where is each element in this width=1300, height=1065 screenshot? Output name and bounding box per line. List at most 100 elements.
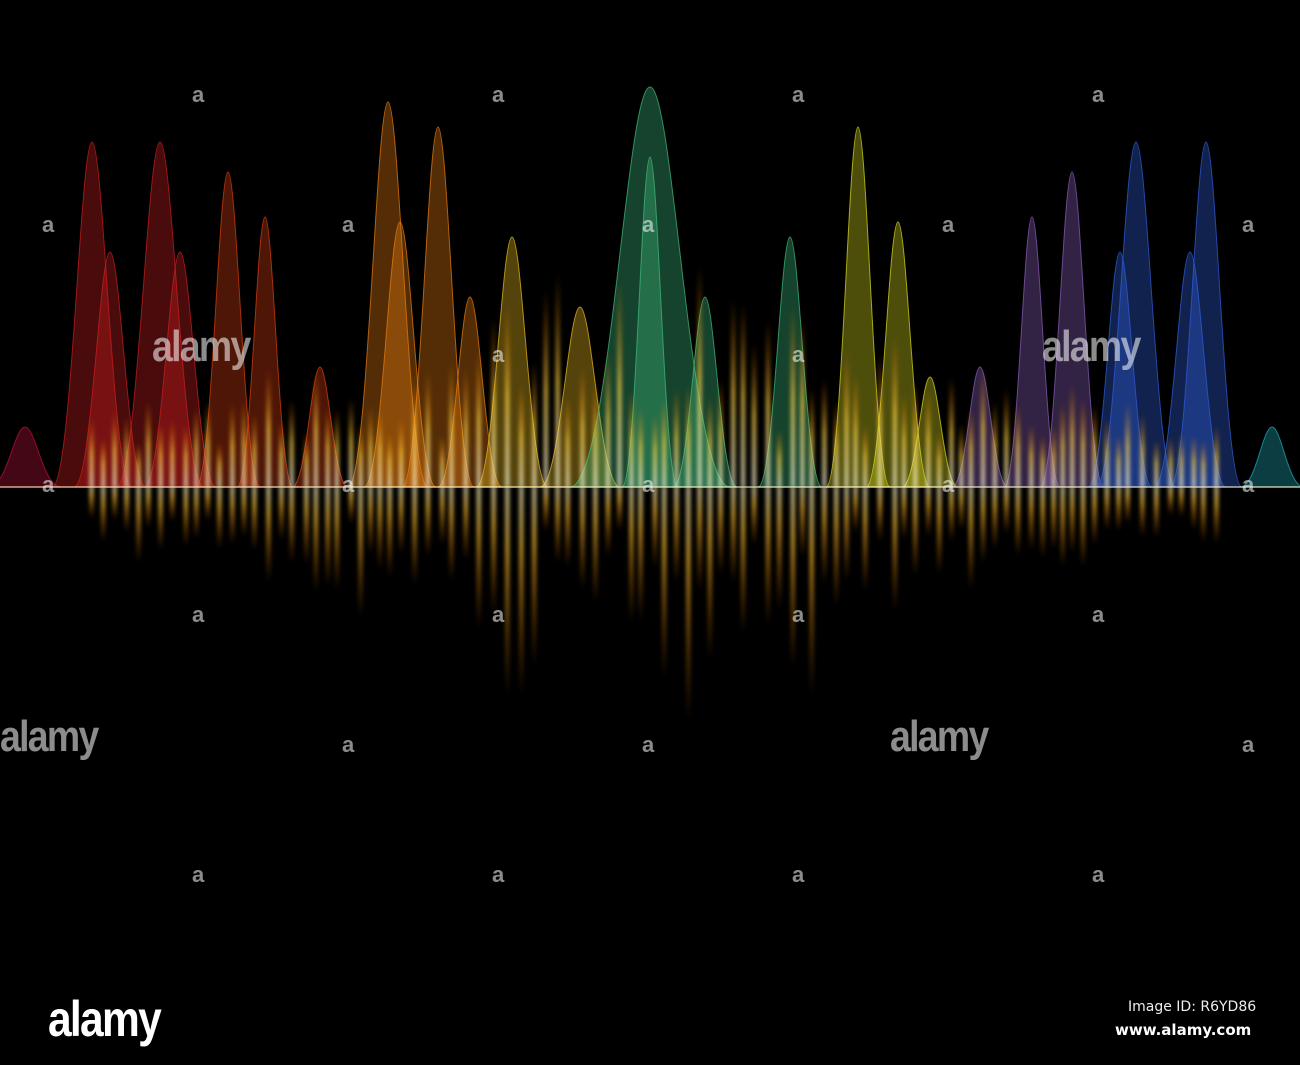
- spectrum-spike: [752, 343, 756, 487]
- reflection-streak: [698, 487, 702, 592]
- spectrum-spike: [902, 394, 906, 487]
- spectrum-spike: [113, 412, 117, 487]
- reflection-streak: [399, 487, 403, 554]
- spectrum-spike: [1192, 435, 1196, 487]
- reflection-streak: [800, 487, 804, 557]
- site-url: www.alamy.com: [1115, 1021, 1252, 1039]
- reflection-streak: [125, 487, 129, 532]
- spectrum-peak: [1095, 141, 1177, 488]
- reflection-streak: [279, 487, 283, 540]
- spectrum-spike: [1105, 419, 1109, 487]
- spectrum-spike: [777, 429, 781, 487]
- spectrum-spike: [662, 397, 666, 487]
- spectrum-spike: [477, 350, 481, 487]
- reflection-streak: [1016, 487, 1020, 556]
- spectrum-peak: [236, 216, 294, 488]
- reflection-streak: [1140, 487, 1144, 537]
- reflection-streak: [617, 487, 621, 531]
- reflection-streak: [926, 487, 930, 537]
- reflection-streak: [810, 487, 814, 695]
- spectrum-spike: [822, 379, 826, 487]
- spectrum-spike: [766, 320, 770, 487]
- spectrum-peak: [0, 426, 62, 488]
- spectrum-spike: [1061, 403, 1065, 487]
- reflection-streak: [477, 487, 481, 629]
- spectrum-spike: [217, 442, 221, 487]
- spectrum-spike: [834, 401, 838, 487]
- watermark-glyph: a: [192, 602, 205, 627]
- watermark-glyph: a: [492, 82, 505, 107]
- spectrum-spike: [791, 305, 795, 487]
- reflection-streak: [242, 487, 246, 537]
- reflection-streak: [335, 487, 339, 590]
- reflection-streak: [580, 487, 584, 589]
- reflection-streak: [639, 487, 643, 621]
- reflection-streak: [1081, 487, 1085, 567]
- reflection-streak: [741, 487, 745, 634]
- spectrum-spike: [267, 369, 271, 487]
- reflection-streak: [1105, 487, 1109, 530]
- reflection-streak: [1029, 487, 1033, 550]
- reflection-streak: [1041, 487, 1045, 559]
- spectrum-spike: [1092, 405, 1096, 487]
- reflection-streak: [349, 487, 353, 524]
- watermark-word: alamy: [890, 712, 989, 761]
- spectrum-spike: [101, 438, 105, 487]
- reflection-streak: [606, 487, 610, 556]
- reflection-streak: [290, 487, 294, 563]
- spectrum-spike: [359, 423, 363, 487]
- reflection-streak: [544, 487, 548, 532]
- spectrum-spike: [580, 366, 584, 487]
- reflection-streak: [653, 487, 657, 568]
- spectrum-spike: [184, 425, 188, 487]
- spectrum-spike: [125, 417, 129, 487]
- reflection-streak: [893, 487, 897, 610]
- watermark-glyph: a: [1092, 862, 1105, 887]
- spectrum-spike: [731, 299, 735, 487]
- spectrum-spike: [686, 385, 690, 487]
- watermark-word: alamy: [0, 712, 99, 761]
- reflection-streak: [532, 487, 536, 666]
- spectrum-spike: [1126, 402, 1130, 487]
- spectrum-spike: [1070, 384, 1074, 487]
- reflection-streak: [863, 487, 867, 591]
- spectrum-spike: [426, 371, 430, 487]
- spectrum-spike: [556, 274, 560, 487]
- reflection-streak: [822, 487, 826, 584]
- watermark-glyph: a: [1092, 82, 1105, 107]
- watermark-glyph: a: [1242, 472, 1255, 497]
- watermark-glyph: a: [1242, 212, 1255, 237]
- spectrum-spike: [206, 400, 210, 487]
- watermark-glyph: a: [1242, 732, 1255, 757]
- reflection-streak: [159, 487, 163, 551]
- spectrum-peak: [51, 141, 133, 488]
- reflection-streak: [566, 487, 570, 567]
- reflection-streak: [902, 487, 906, 540]
- reflection-streak: [230, 487, 234, 545]
- reflection-streak: [752, 487, 756, 546]
- watermark-glyph: a: [492, 602, 505, 627]
- spectrum-spike: [708, 397, 712, 487]
- reflection-streak: [1092, 487, 1096, 545]
- watermark-glyph: a: [792, 82, 805, 107]
- reflection-streak: [194, 487, 198, 539]
- spectrum-spike: [719, 380, 723, 487]
- watermark-glyph: a: [792, 602, 805, 627]
- spectrum-spike: [252, 413, 256, 487]
- spectrum-spike: [639, 407, 643, 487]
- watermark-glyph: a: [1092, 602, 1105, 627]
- spectrum-spike: [242, 399, 246, 487]
- spectrum-spike: [230, 403, 234, 487]
- watermark-glyph: a: [642, 732, 655, 757]
- reflection-streak: [662, 487, 666, 679]
- spectrum-spike: [593, 381, 597, 487]
- spectrum-spike: [519, 383, 523, 487]
- spectrum-spike: [449, 362, 453, 487]
- reflection-streak: [1201, 487, 1205, 543]
- reflection-streak: [326, 487, 330, 587]
- spectrum-spike: [159, 424, 163, 487]
- spectrum-spike: [368, 406, 372, 487]
- spectrum-spike: [505, 304, 509, 487]
- spectrum-spike: [969, 408, 973, 487]
- spectrum-spike: [1201, 440, 1205, 487]
